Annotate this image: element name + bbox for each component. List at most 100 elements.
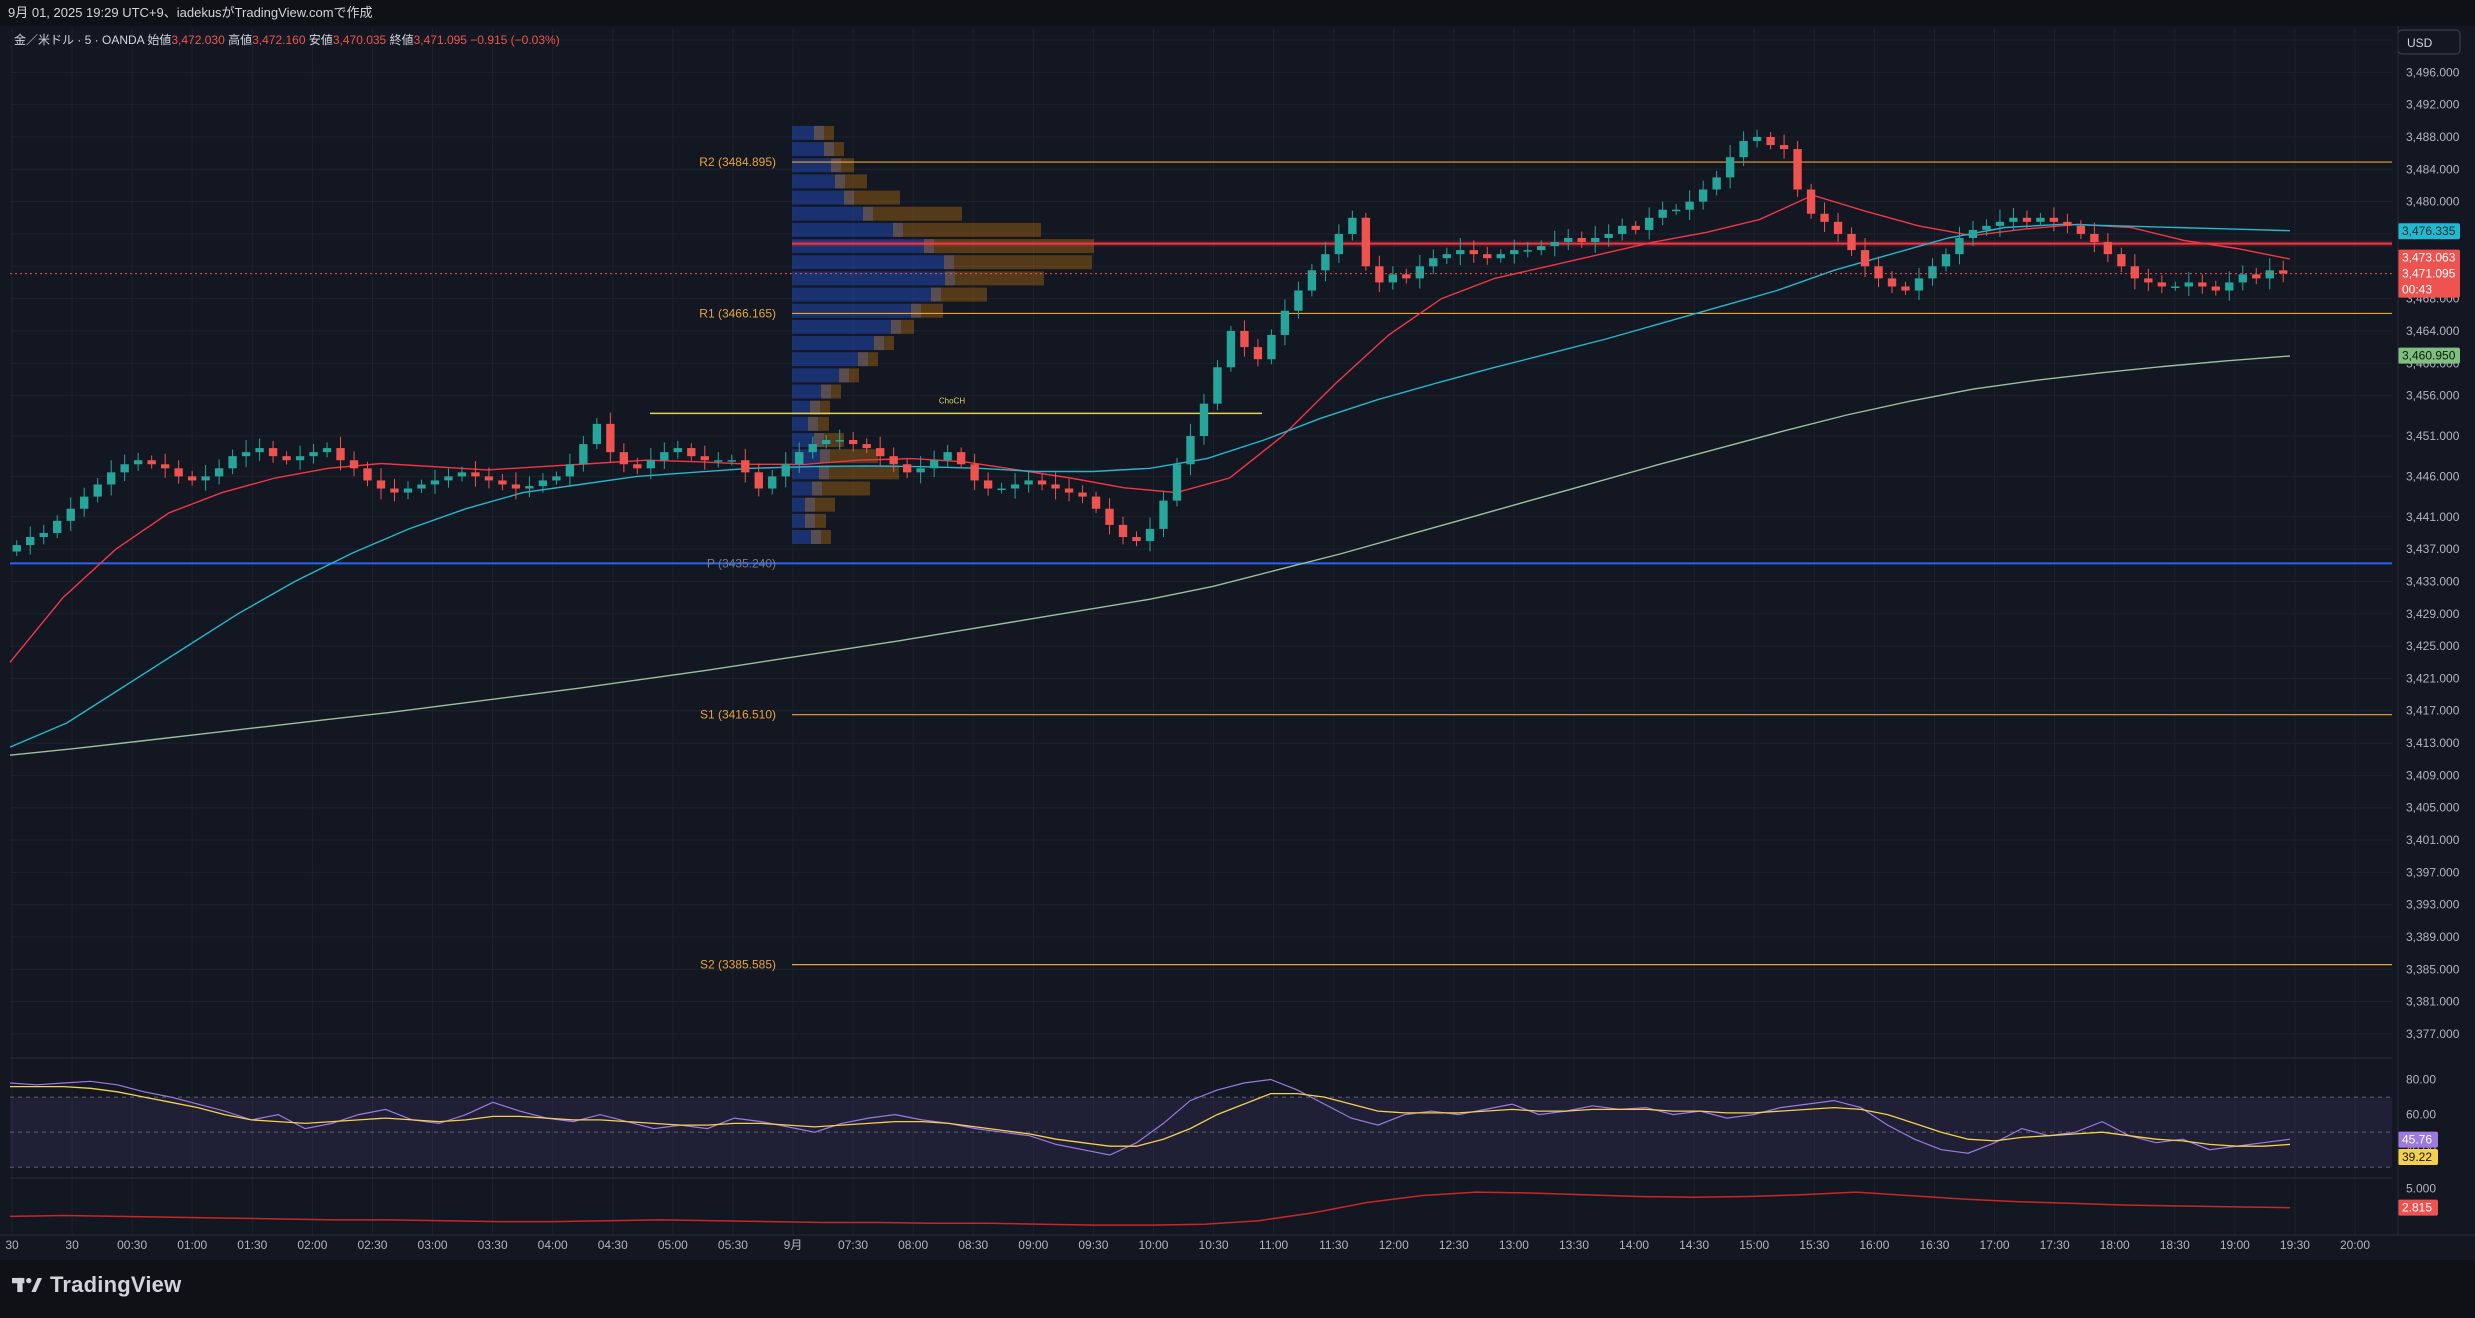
- candle-body: [66, 508, 75, 521]
- time-tick-label: 17:00: [1980, 1238, 2010, 1252]
- candle-body: [902, 464, 912, 473]
- rsi-value-tag-bg: [2398, 1131, 2438, 1148]
- candle-body: [2117, 254, 2126, 267]
- candle-body: [862, 444, 871, 449]
- ema-line-slow: [9, 355, 2291, 756]
- candle-body: [673, 448, 682, 453]
- candle-body: [1024, 480, 1033, 485]
- candle-body: [660, 452, 669, 461]
- candle-body: [255, 448, 264, 453]
- volume-profile-bar-sell: [808, 416, 829, 431]
- price-tick-label: 3,405.000: [2406, 801, 2460, 815]
- price-tick-label: 3,409.000: [2406, 768, 2460, 782]
- candle-body: [606, 423, 615, 453]
- snapshot-line: 9月 01, 2025 19:29 UTC+9、iadekusがTradingV…: [8, 5, 373, 20]
- candle-body: [1968, 229, 1978, 238]
- candle-body: [619, 452, 629, 465]
- volume-profile-bar-buy: [792, 271, 955, 286]
- candle-body: [1887, 278, 1897, 287]
- candle-body: [1564, 237, 1573, 243]
- price-tick-label: 3,401.000: [2406, 833, 2460, 847]
- currency-button-label[interactable]: USD: [2407, 36, 2433, 50]
- time-tick-label: 11:30: [1319, 1238, 1348, 1252]
- candle-body: [781, 464, 790, 477]
- time-tick-label: 09:30: [1078, 1238, 1108, 1252]
- volume-profile-bar-buy: [792, 336, 884, 351]
- candle-body: [2252, 274, 2261, 279]
- candle-body: [1874, 266, 1883, 279]
- volume-profile-bar-buy: [792, 368, 849, 383]
- price-tick-label: 3,425.000: [2406, 639, 2460, 653]
- candle-body: [147, 460, 156, 465]
- legend-close-label: 終値: [390, 32, 414, 47]
- candle-body: [1779, 145, 1789, 150]
- candle-body: [1051, 484, 1060, 489]
- price-tick-label: 3,484.000: [2406, 162, 2460, 176]
- candle-body: [714, 460, 723, 462]
- candle-body: [1671, 209, 1681, 212]
- candle-body: [1213, 367, 1222, 404]
- candle-body: [983, 480, 993, 489]
- candle-body: [187, 476, 197, 481]
- price-tick-label: 3,377.000: [2406, 1027, 2460, 1041]
- volume-profile-bar-buy: [792, 465, 829, 480]
- candle-body: [107, 472, 116, 485]
- candle-body: [1537, 246, 1546, 251]
- candle-body: [390, 488, 399, 493]
- price-tick-label: 3,437.000: [2406, 542, 2460, 556]
- ema-mid-price-tag-bg: [2398, 223, 2460, 240]
- candle-body: [754, 472, 763, 489]
- bar-countdown: 00:43: [2402, 283, 2432, 297]
- candle-body: [1847, 233, 1856, 251]
- ema-slow-price-tag-bg: [2398, 347, 2460, 364]
- candle-body: [1253, 347, 1263, 360]
- time-tick-label: 13:30: [1559, 1238, 1589, 1252]
- candle-body: [1982, 225, 1991, 230]
- candle-body: [1159, 500, 1168, 529]
- candle-body: [835, 440, 844, 442]
- tradingview-logo[interactable]: TradingView: [12, 1272, 181, 1298]
- price-tick-label: 3,413.000: [2406, 736, 2460, 750]
- volume-profile-bar-sell: [835, 174, 867, 189]
- candle-body: [336, 448, 345, 461]
- legend-low-label: 安値: [309, 32, 333, 47]
- last-price-tag: 3,471.095: [2402, 267, 2456, 281]
- candle-body: [1361, 217, 1371, 267]
- time-tick-label: 14:00: [1619, 1238, 1649, 1252]
- candle-body: [1469, 250, 1478, 255]
- volume-profile-bar-buy: [792, 416, 818, 431]
- legend-open-label: 始値: [147, 32, 171, 47]
- candle-body: [1078, 492, 1087, 497]
- price-tick-label: 3,496.000: [2406, 65, 2460, 79]
- candle-body: [1172, 464, 1182, 501]
- volume-profile-bar-sell: [891, 319, 914, 334]
- candle-body: [687, 448, 696, 457]
- time-tick-label: 12:30: [1439, 1238, 1469, 1252]
- candle-body: [2238, 274, 2247, 283]
- time-tick-label: 18:00: [2100, 1238, 2130, 1252]
- brand-name: TradingView: [50, 1272, 182, 1297]
- candle-body: [1644, 217, 1654, 230]
- time-tick-label: 09:00: [1018, 1238, 1048, 1252]
- candle-body: [1901, 286, 1910, 291]
- candle-body: [1321, 254, 1330, 271]
- candle-body: [579, 444, 588, 465]
- candle-body: [1820, 213, 1829, 222]
- candle-body: [1523, 250, 1532, 252]
- time-tick-label: 15:30: [1799, 1238, 1829, 1252]
- lower-indicator-line: [9, 1191, 2291, 1226]
- candle-body: [646, 460, 656, 469]
- volume-profile-bar-buy: [792, 142, 834, 157]
- candle-body: [1928, 266, 1937, 279]
- candle-body: [1010, 484, 1020, 489]
- time-tick-label: 9月: [784, 1238, 803, 1252]
- candle-body: [1860, 250, 1870, 267]
- volume-profile-bar-sell: [805, 497, 835, 512]
- time-tick-label: 15:00: [1739, 1238, 1769, 1252]
- time-tick-label: 10:00: [1138, 1238, 1168, 1252]
- time-tick-label: 20:00: [2340, 1238, 2370, 1252]
- candle-body: [943, 452, 952, 461]
- price-tick-label: 3,488.000: [2406, 130, 2460, 144]
- ema-slow-price-tag: 3,460.950: [2402, 349, 2456, 363]
